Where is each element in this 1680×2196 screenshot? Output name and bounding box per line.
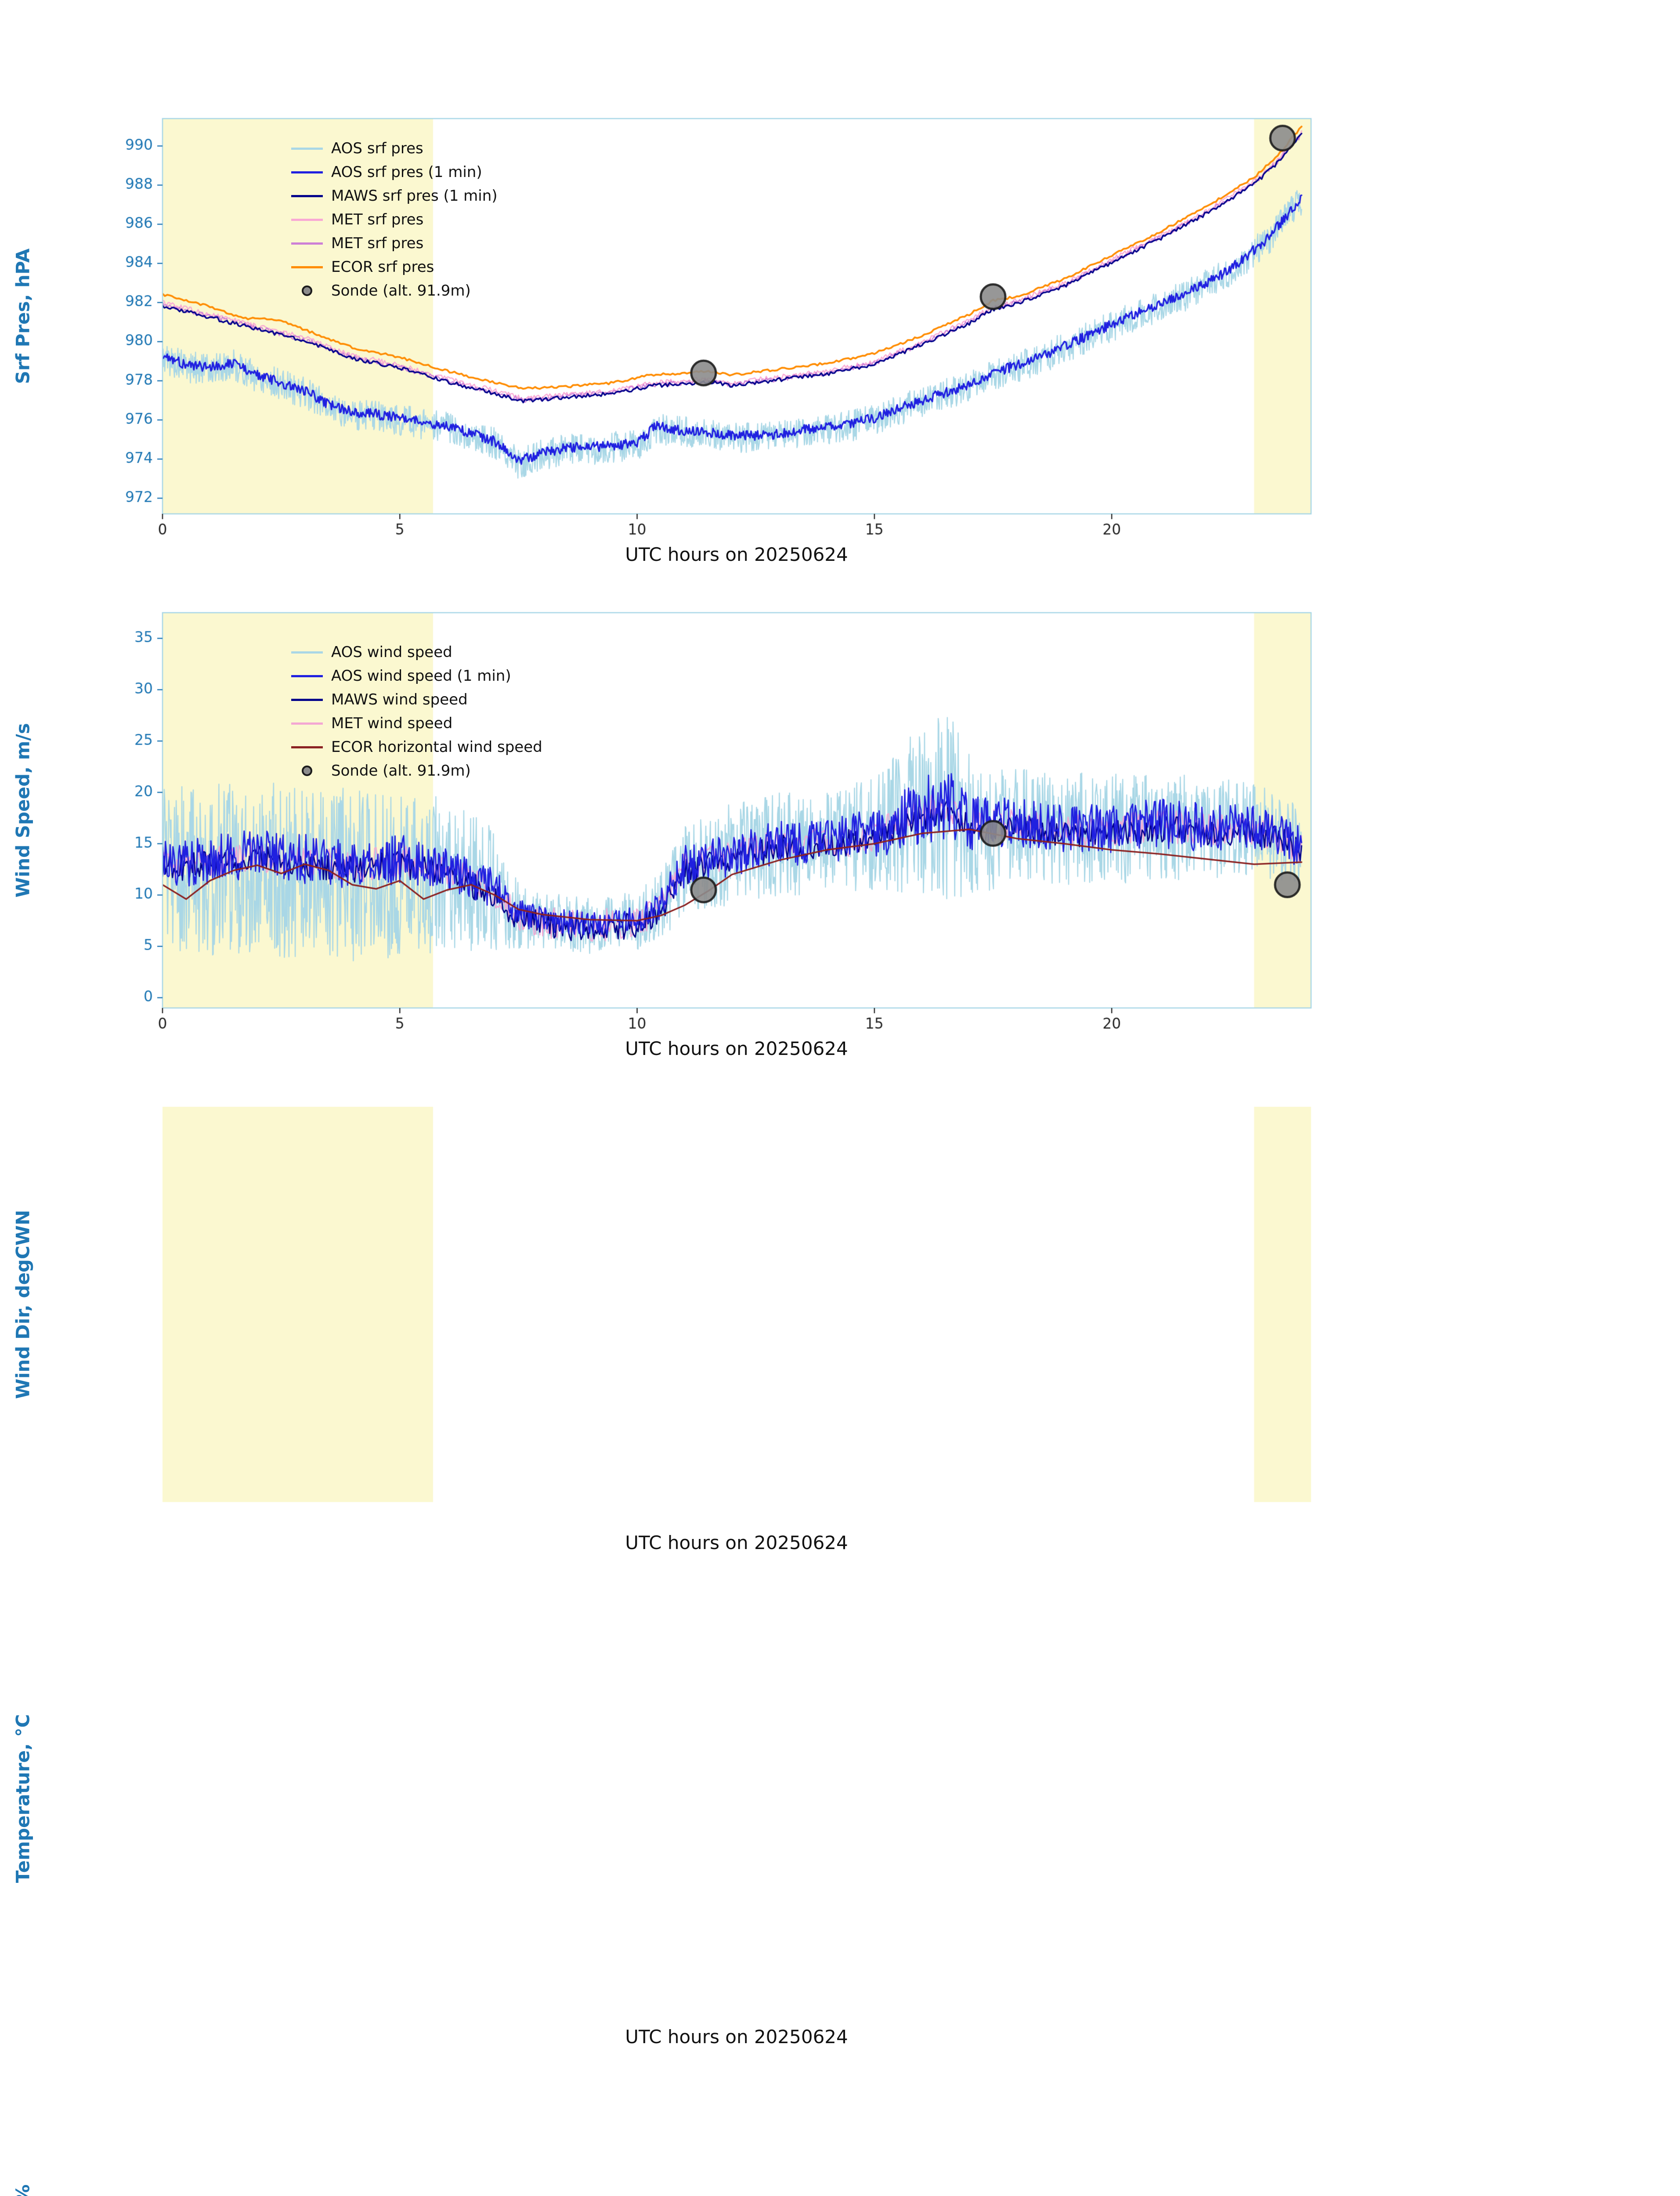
legend-label: MET srf pres [331, 211, 424, 228]
legend-entry: AOS srf pres (1 min) [290, 163, 498, 181]
circle-legend-swatch [290, 282, 324, 300]
legend-entry: Sonde (alt. 91.9m) [290, 282, 498, 300]
relative-humidity-chart-canvas [0, 2064, 1493, 2196]
legend-wind-speed: AOS wind speed AOS wind speed (1 min) MAWS… [290, 643, 542, 780]
legend-label: Sonde (alt. 91.9m) [331, 282, 471, 300]
line-legend-swatch [290, 235, 324, 252]
legend-label: MET wind speed [331, 715, 453, 732]
x-axis-label-utc-hours: UTC hours on 20250624 [625, 1038, 848, 1059]
chart-section-wind-speed: Wind Speed, m/s UTC hours on 20250624 AO… [0, 582, 1493, 1076]
line-legend-swatch [290, 140, 324, 157]
y-axis-label-surface-pressure: Srf Pres, hPA [12, 248, 34, 384]
legend-label: MAWS srf pres (1 min) [331, 187, 498, 205]
line-legend-swatch [290, 187, 324, 205]
chart-section-relative-humidity: Relative Humidity, % UTC hours on 202506… [0, 2064, 1493, 2196]
legend-entry: MET wind speed [290, 715, 542, 732]
legend-label: AOS srf pres [331, 140, 423, 157]
legend-entry: MET srf pres [290, 211, 498, 228]
chart-section-temperature: Temperature, °C UTC hours on 20250624 [0, 1570, 1493, 2064]
line-legend-swatch [290, 163, 324, 181]
legend-entry: ECOR horizontal wind speed [290, 738, 542, 756]
wind-direction-chart-canvas [0, 1076, 1493, 1533]
x-axis-label-utc-hours: UTC hours on 20250624 [625, 544, 848, 565]
chart-section-surface-pressure: Srf Pres, hPA UTC hours on 20250624 AOS … [0, 88, 1493, 582]
line-legend-swatch [290, 643, 324, 661]
legend-label: MET srf pres [331, 235, 424, 252]
y-axis-label-relative-humidity: Relative Humidity, % [12, 2184, 34, 2196]
legend-label: Sonde (alt. 91.9m) [331, 762, 471, 780]
x-axis-label-utc-hours: UTC hours on 20250624 [625, 1532, 848, 1553]
line-legend-swatch [290, 715, 324, 732]
legend-entry: AOS wind speed [290, 643, 542, 661]
legend-label: AOS wind speed [331, 643, 452, 661]
legend-label: AOS wind speed (1 min) [331, 667, 511, 685]
legend-entry: ECOR srf pres [290, 258, 498, 276]
line-legend-swatch [290, 738, 324, 756]
line-legend-swatch [290, 691, 324, 708]
legend-label: ECOR srf pres [331, 258, 434, 276]
x-axis-label-utc-hours: UTC hours on 20250624 [625, 2026, 848, 2048]
legend-entry: AOS srf pres [290, 140, 498, 157]
legend-entry: AOS wind speed (1 min) [290, 667, 542, 685]
surface-pressure-chart-canvas [0, 88, 1493, 545]
line-legend-swatch [290, 667, 324, 685]
legend-label: ECOR horizontal wind speed [331, 738, 542, 756]
legend-entry: MET srf pres [290, 235, 498, 252]
legend-entry: MAWS wind speed [290, 691, 542, 708]
legend-label: AOS srf pres (1 min) [331, 163, 482, 181]
wind-speed-chart-canvas [0, 582, 1493, 1039]
circle-legend-swatch [290, 762, 324, 780]
y-axis-label-wind-direction: Wind Dir, degCWN [12, 1210, 34, 1399]
y-axis-label-wind-speed: Wind Speed, m/s [12, 723, 34, 898]
legend-entry: MAWS srf pres (1 min) [290, 187, 498, 205]
temperature-chart-canvas [0, 1570, 1493, 2027]
line-legend-swatch [290, 258, 324, 276]
legend-entry: Sonde (alt. 91.9m) [290, 762, 542, 780]
chart-section-wind-direction: Wind Dir, degCWN UTC hours on 20250624 [0, 1076, 1493, 1570]
legend-surface-pressure: AOS srf pres AOS srf pres (1 min) MAWS srf… [290, 140, 498, 300]
y-axis-label-temperature: Temperature, °C [12, 1714, 34, 1883]
line-legend-swatch [290, 211, 324, 228]
legend-label: MAWS wind speed [331, 691, 468, 708]
